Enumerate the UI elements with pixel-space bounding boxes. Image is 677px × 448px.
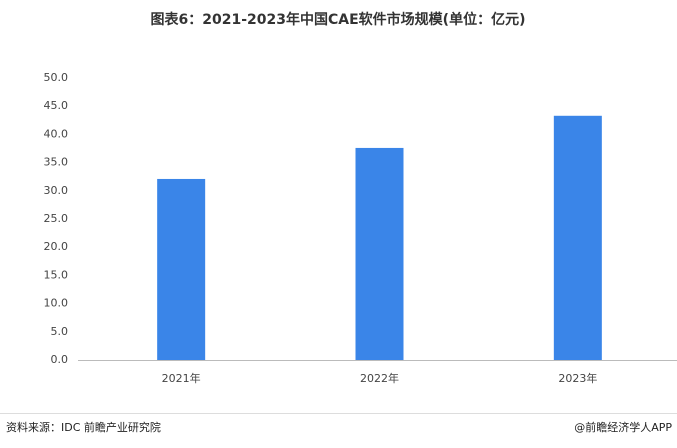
x-tick-label: 2021年 (162, 371, 201, 385)
x-tick-label: 2022年 (360, 371, 399, 385)
chart-title: 图表6：2021-2023年中国CAE软件市场规模(单位：亿元) (151, 11, 526, 28)
y-tick-label: 5.0 (51, 325, 69, 338)
y-tick-label: 45.0 (44, 99, 69, 112)
y-tick-label: 35.0 (44, 156, 69, 169)
y-tick-label: 40.0 (44, 127, 69, 140)
bar (355, 147, 404, 360)
source: 资料来源：IDC 前瞻产业研究院 (6, 420, 161, 434)
y-tick-label: 25.0 (44, 212, 69, 225)
y-tick-label: 10.0 (44, 297, 69, 310)
y-tick-label: 0.0 (51, 353, 69, 366)
bar (157, 178, 206, 360)
bar (553, 115, 602, 361)
y-tick-label: 15.0 (44, 268, 69, 281)
credit: @前瞻经济学人APP (574, 420, 672, 434)
y-tick-label: 50.0 (44, 71, 69, 84)
y-tick-label: 30.0 (44, 184, 69, 197)
y-tick-label: 20.0 (44, 240, 69, 253)
x-tick-label: 2023年 (558, 371, 597, 385)
